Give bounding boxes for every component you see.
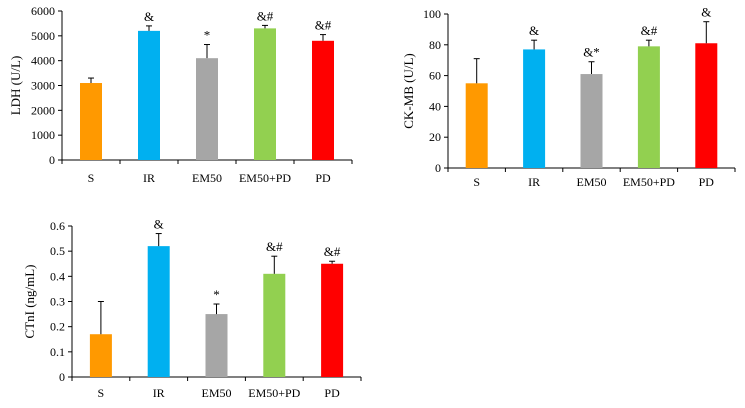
chart3-category-label-em50: EM50 (202, 386, 232, 400)
chart3-bar-em50 (205, 314, 228, 377)
chart1-annotation-em50-pd: &# (257, 8, 274, 23)
chart1-category-label-s: S (88, 171, 95, 185)
chart2-y-axis-label: CK-MB (U/L) (401, 53, 416, 128)
chart2-category-label-pd: PD (699, 175, 715, 189)
chart1-bar-em50-pd (254, 28, 276, 161)
chart3-category-label-pd: PD (324, 386, 340, 400)
chart2-annotation-ir: & (529, 23, 539, 38)
chart1-y-tick-label: 5000 (31, 29, 55, 43)
chart2-category-label-ir: IR (528, 175, 540, 189)
chart1-annotation-pd: &# (315, 18, 332, 33)
chart2-bar-em50-pd (637, 46, 660, 169)
chart3-category-label-ir: IR (153, 386, 165, 400)
chart1-category-label-ir: IR (143, 171, 155, 185)
chart1-y-axis-label: LDH (U/L) (8, 56, 23, 116)
chart1-y-tick-label: 2000 (31, 103, 55, 117)
chart1-annotation-ir: & (144, 9, 154, 24)
chart2-category-label-em50: EM50 (577, 175, 607, 189)
chart1-y-tick-label: 6000 (31, 4, 55, 18)
chart2-bar-em50 (580, 74, 603, 168)
chart3-category-label-em50-pd: EM50+PD (248, 386, 300, 400)
chart2-category-label-em50-pd: EM50+PD (623, 175, 675, 189)
chart1-y-tick-label: 1000 (31, 128, 55, 142)
chart1-category-label-em50: EM50 (192, 171, 222, 185)
chart1-category-label-em50-pd: EM50+PD (239, 171, 291, 185)
chart3-y-tick-label: 0.4 (50, 269, 65, 283)
chart3-y-tick-label: 0.2 (50, 320, 65, 334)
chart2-annotation-pd: & (701, 5, 711, 20)
chart3-category-label-s: S (98, 386, 105, 400)
chart2-y-tick-label: 0 (435, 161, 441, 175)
chart1-annotation-em50: * (204, 28, 211, 43)
chart3-bar-s (89, 334, 112, 377)
chart2-y-tick-label: 80 (429, 38, 441, 52)
chart3-annotation-ir: & (154, 217, 164, 232)
chart1-bar-pd (312, 40, 334, 160)
chart2-y-tick-label: 20 (429, 130, 441, 144)
chart1-y-tick-label: 0 (49, 153, 55, 167)
chart3-bar-pd (321, 263, 344, 377)
chart2-bar-s (465, 83, 488, 168)
chart2-bar-ir (523, 49, 546, 168)
chart2-annotation-em50: &* (583, 45, 600, 60)
chart1-bar-s (80, 83, 102, 160)
chart3-y-tick-label: 0.1 (50, 345, 65, 359)
chart1-bar-em50 (196, 58, 218, 160)
chart1-y-tick-label: 3000 (31, 79, 55, 93)
chart3-y-tick-label: 0 (59, 370, 65, 384)
chart3-bar-ir (147, 246, 170, 377)
chart2-y-tick-label: 100 (423, 7, 441, 21)
chart3-y-tick-label: 0.5 (50, 244, 65, 258)
chart1-bar-ir (138, 30, 160, 160)
chart2-bar-pd (695, 43, 718, 169)
chart3-y-tick-label: 0.3 (50, 295, 65, 309)
chart3-y-tick-label: 0.6 (50, 219, 65, 233)
chart2-annotation-em50-pd: &# (641, 23, 658, 38)
chart3-annotation-em50-pd: &# (266, 239, 283, 254)
chart3-annotation-pd: &# (324, 244, 341, 259)
chart1-y-tick-label: 4000 (31, 54, 55, 68)
chart1-category-label-pd: PD (315, 171, 331, 185)
chart2-y-tick-label: 40 (429, 99, 441, 113)
chart2-y-tick-label: 60 (429, 69, 441, 83)
chart3-y-axis-label: CTnI (ng/mL) (22, 264, 37, 338)
chart3-bar-em50-pd (263, 273, 286, 377)
chart2-category-label-s: S (473, 175, 480, 189)
chart3-annotation-em50: * (213, 287, 220, 302)
